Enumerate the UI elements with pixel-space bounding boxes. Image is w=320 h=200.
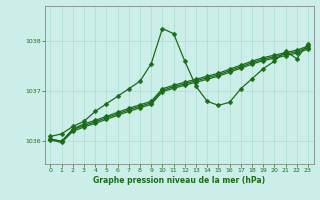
- X-axis label: Graphe pression niveau de la mer (hPa): Graphe pression niveau de la mer (hPa): [93, 176, 265, 185]
